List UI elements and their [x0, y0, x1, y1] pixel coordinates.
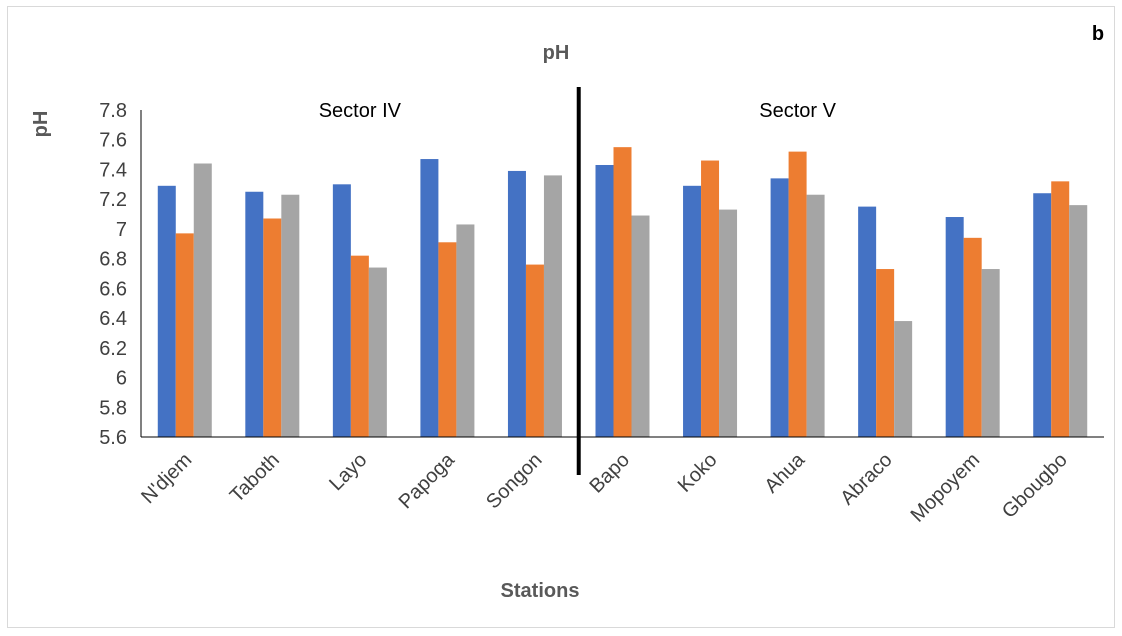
y-tick-label: 6	[116, 368, 127, 390]
bar-2	[263, 218, 282, 437]
bar-3	[981, 269, 1000, 437]
chart-title: pH	[543, 42, 570, 64]
bar-2	[701, 160, 720, 437]
bar-2	[963, 237, 982, 437]
y-tick-label: 7.8	[99, 100, 127, 122]
bar-1	[770, 178, 789, 437]
bar-2	[788, 151, 807, 438]
y-tick-label: 5.6	[99, 427, 127, 449]
x-tick-label: Songon	[482, 449, 546, 513]
bar-3	[456, 224, 475, 437]
bar-2	[1051, 181, 1070, 437]
bar-1	[595, 164, 614, 437]
bar-2	[438, 242, 457, 437]
bar-2	[613, 147, 632, 437]
sector-label: Sector IV	[319, 100, 402, 122]
x-tick-label: Mopoyem	[907, 449, 985, 527]
bar-1	[858, 206, 877, 437]
x-tick-label: Layo	[325, 449, 371, 495]
y-tick-label: 7	[116, 219, 127, 241]
x-tick-label: Taboth	[226, 449, 284, 507]
bar-3	[281, 194, 300, 437]
x-tick-label: N'djem	[137, 449, 196, 508]
panel-label: b	[1092, 23, 1104, 45]
bar-2	[175, 233, 194, 437]
y-tick-label: 7.6	[99, 130, 127, 152]
bar-3	[543, 175, 562, 437]
bar-3	[193, 163, 212, 437]
bar-3	[1069, 205, 1088, 437]
bar-2	[525, 264, 544, 437]
x-tick-label: Abraco	[836, 449, 896, 509]
y-tick-label: 7.4	[99, 159, 127, 181]
y-tick-label: 5.8	[99, 397, 127, 419]
y-tick-labels: 7.8 7.6 7.4 7.2 7 6.8 6.6 6.4 6.2 6 5.8 5.6	[99, 100, 127, 449]
bar-3	[368, 267, 387, 437]
bar-marks	[157, 147, 1088, 438]
bar-1	[1033, 193, 1052, 437]
sector-label: Sector V	[759, 100, 836, 122]
bar-1	[420, 159, 439, 438]
y-tick-label: 7.2	[99, 189, 127, 211]
bar-1	[945, 217, 964, 437]
bar-1	[157, 185, 176, 437]
bar-3	[631, 215, 650, 437]
chart-frame: pH b pH Stations 7.8 7.6 7.4 7.2 7 6.8 6.6 6.4 6…	[7, 6, 1115, 628]
bar-1	[683, 185, 702, 437]
y-tick-label: 6.2	[99, 338, 127, 360]
ph-bar-chart: pH b pH Stations 7.8 7.6 7.4 7.2 7 6.8 6.6 6.4 6…	[30, 23, 1104, 602]
bar-1	[332, 184, 351, 437]
y-tick-label: 6.6	[99, 278, 127, 300]
bar-1	[245, 191, 264, 437]
x-tick-label: Bapo	[585, 449, 634, 498]
bar-3	[719, 209, 738, 437]
x-axis-title: Stations	[501, 580, 580, 602]
bar-2	[876, 269, 895, 437]
bar-3	[806, 194, 825, 437]
x-tick-label: Papoga	[395, 448, 460, 513]
y-axis-title: pH	[30, 111, 52, 138]
sector-annotations: Sector IV Sector V	[319, 100, 837, 122]
bar-2	[350, 255, 369, 437]
x-tick-label: Koko	[674, 449, 722, 497]
x-tick-label: Ahua	[761, 448, 810, 497]
y-tick-label: 6.4	[99, 308, 127, 330]
bar-3	[894, 321, 913, 437]
y-tick-label: 6.8	[99, 249, 127, 271]
x-tick-label: Gbougbo	[998, 449, 1072, 523]
x-tick-labels: N'djem Taboth Layo Papoga Songon Bapo Koko Ahua…	[137, 448, 1072, 526]
bar-1	[507, 170, 526, 437]
